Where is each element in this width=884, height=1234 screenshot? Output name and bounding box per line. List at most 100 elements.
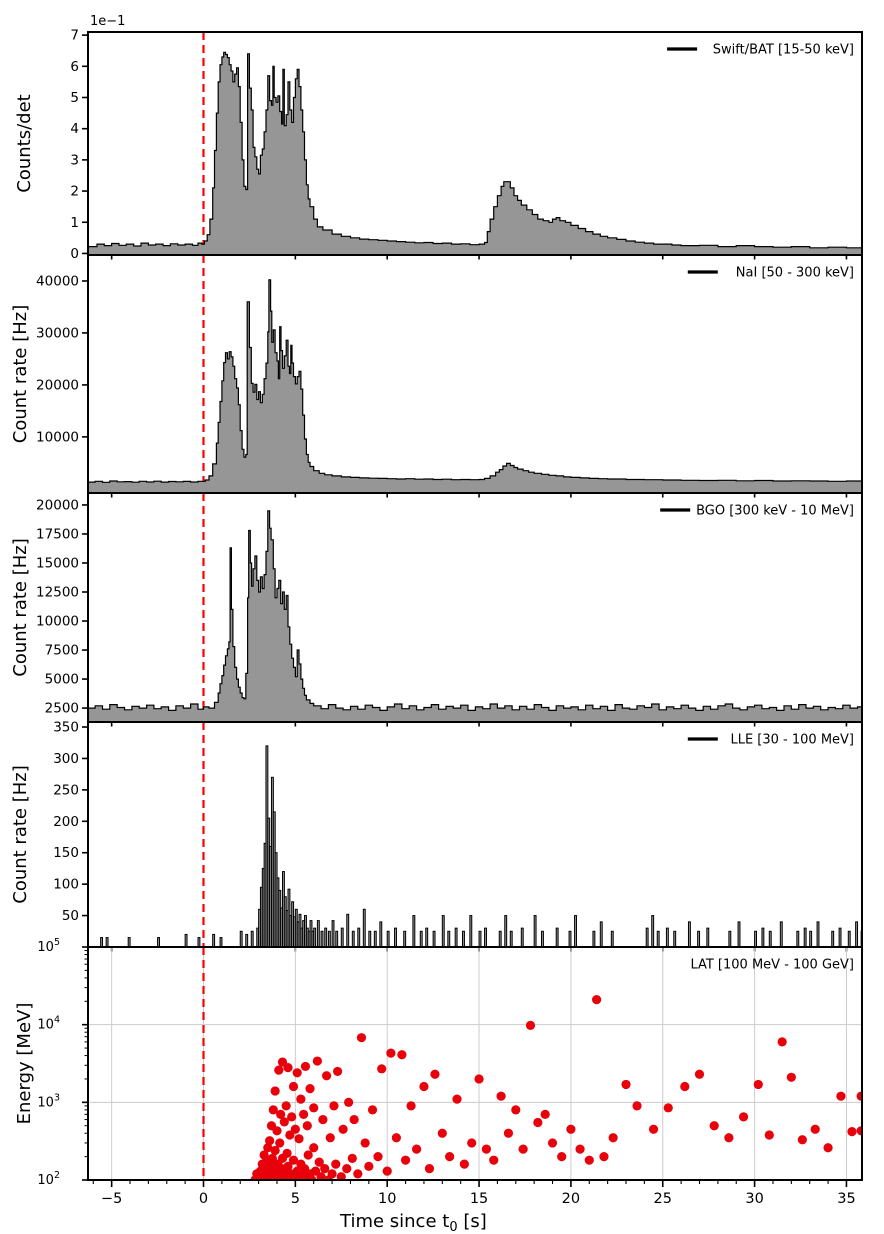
photon-dot xyxy=(283,1063,293,1073)
x-tick-label: 5 xyxy=(291,1191,300,1207)
x-tick-label: 25 xyxy=(654,1191,672,1207)
x-tick-label: 30 xyxy=(745,1191,763,1207)
y-offset-label: 1e−1 xyxy=(90,14,125,29)
y-tick-label: 105 xyxy=(37,937,60,955)
y-tick-label: 102 xyxy=(37,1170,60,1188)
lle-bin xyxy=(754,930,757,947)
lle-bin xyxy=(425,927,429,947)
photon-dot xyxy=(287,1112,297,1122)
lle-bin xyxy=(610,930,614,947)
lle-bin xyxy=(184,933,188,947)
y-tick-label: 6 xyxy=(70,59,79,75)
lle-bin xyxy=(368,930,372,947)
photon-dot xyxy=(344,1097,354,1107)
photon-dot xyxy=(310,1166,321,1176)
photon-dot xyxy=(386,1048,396,1058)
photon-dot xyxy=(367,1105,378,1115)
photon-dot xyxy=(437,1128,447,1138)
lle-bin xyxy=(245,933,249,947)
photon-dot xyxy=(680,1081,690,1092)
photon-dot xyxy=(342,1164,352,1174)
lle-bin xyxy=(509,930,513,947)
photon-dot xyxy=(777,1037,787,1047)
legend-label: BGO [300 keV - 10 MeV] xyxy=(696,504,854,519)
photon-dot xyxy=(566,1124,576,1134)
lle-bin xyxy=(327,930,331,947)
y-axis: 50 100 150 200 250 300 350 xyxy=(53,720,88,924)
y-tick-label: 15000 xyxy=(36,555,79,571)
lat-photon-scatter xyxy=(250,995,862,1180)
lle-bin xyxy=(441,915,445,947)
photon-dot xyxy=(786,1072,796,1082)
photon-dot xyxy=(382,1166,392,1176)
lle-bin xyxy=(504,915,508,947)
photon-dot xyxy=(511,1105,521,1115)
photon-dot xyxy=(608,1133,618,1143)
lle-bin xyxy=(447,930,451,947)
lle-bin xyxy=(855,921,859,947)
lle-bin xyxy=(432,930,436,947)
photon-dot xyxy=(856,1091,862,1101)
lle-bin xyxy=(335,930,339,947)
panel-border xyxy=(87,492,863,723)
y-axis-title: Count rate [Hz] xyxy=(10,305,31,444)
y-tick-label: 103 xyxy=(37,1092,60,1110)
photon-dot xyxy=(797,1135,807,1145)
photon-dot xyxy=(709,1121,719,1131)
lle-bin xyxy=(250,930,254,947)
lle-bin xyxy=(803,927,807,947)
photon-dot xyxy=(810,1124,820,1134)
photon-dot xyxy=(267,1153,277,1163)
photon-dot xyxy=(377,1064,387,1074)
lle-bin xyxy=(706,927,710,947)
legend-lle: LLE [30 - 100 MeV] xyxy=(687,733,854,748)
lle-bin xyxy=(157,937,160,947)
lightcurve-outline xyxy=(88,510,862,711)
lle-bin xyxy=(484,927,487,947)
photon-dot xyxy=(406,1101,416,1111)
photon-dot xyxy=(270,1086,280,1096)
photon-dot xyxy=(285,1130,295,1140)
photon-dot xyxy=(329,1101,339,1111)
lightcurve-fill xyxy=(88,52,862,255)
lle-bin xyxy=(462,930,465,947)
photon-dot xyxy=(327,1169,337,1179)
y-tick-label: 2500 xyxy=(45,701,79,717)
y-axis-title: Count rate [Hz] xyxy=(10,538,31,677)
photon-dot xyxy=(312,1056,322,1066)
photon-dot xyxy=(533,1117,543,1128)
photon-dot xyxy=(318,1114,328,1125)
photon-dot xyxy=(272,1126,282,1136)
x-tick-label: 20 xyxy=(562,1191,580,1207)
legend-lat: LAT [100 MeV - 100 GeV] xyxy=(690,958,854,973)
photon-dot xyxy=(276,1109,286,1119)
photon-dot xyxy=(279,1117,289,1127)
y-axis: 0 1 2 3 4 5 6 7 xyxy=(70,28,88,262)
y-tick-label: 30000 xyxy=(36,325,79,341)
photon-dot xyxy=(303,1150,313,1160)
lle-bin xyxy=(831,930,835,947)
x-tick-label: 35 xyxy=(837,1191,855,1207)
photon-dot xyxy=(307,1175,317,1180)
lle-bin xyxy=(533,915,537,947)
legend-label: LLE [30 - 100 MeV] xyxy=(730,733,854,748)
photon-dot xyxy=(325,1133,335,1143)
lle-bin xyxy=(568,930,572,947)
photon-dot xyxy=(632,1101,642,1111)
y-tick-label: 150 xyxy=(53,845,79,861)
lle-bin xyxy=(555,927,559,947)
lle-bin xyxy=(127,937,131,947)
photon-dot xyxy=(302,1121,312,1131)
lle-bin xyxy=(454,927,458,947)
photon-dot xyxy=(836,1091,846,1101)
photon-dot xyxy=(592,995,602,1005)
y-tick-label: 4 xyxy=(70,121,79,137)
lle-bin xyxy=(412,915,416,947)
photon-dot xyxy=(424,1164,435,1174)
lle-bin xyxy=(100,937,104,947)
lle-bin xyxy=(197,937,201,947)
photon-dot xyxy=(411,1144,422,1154)
lle-bin xyxy=(340,927,344,947)
